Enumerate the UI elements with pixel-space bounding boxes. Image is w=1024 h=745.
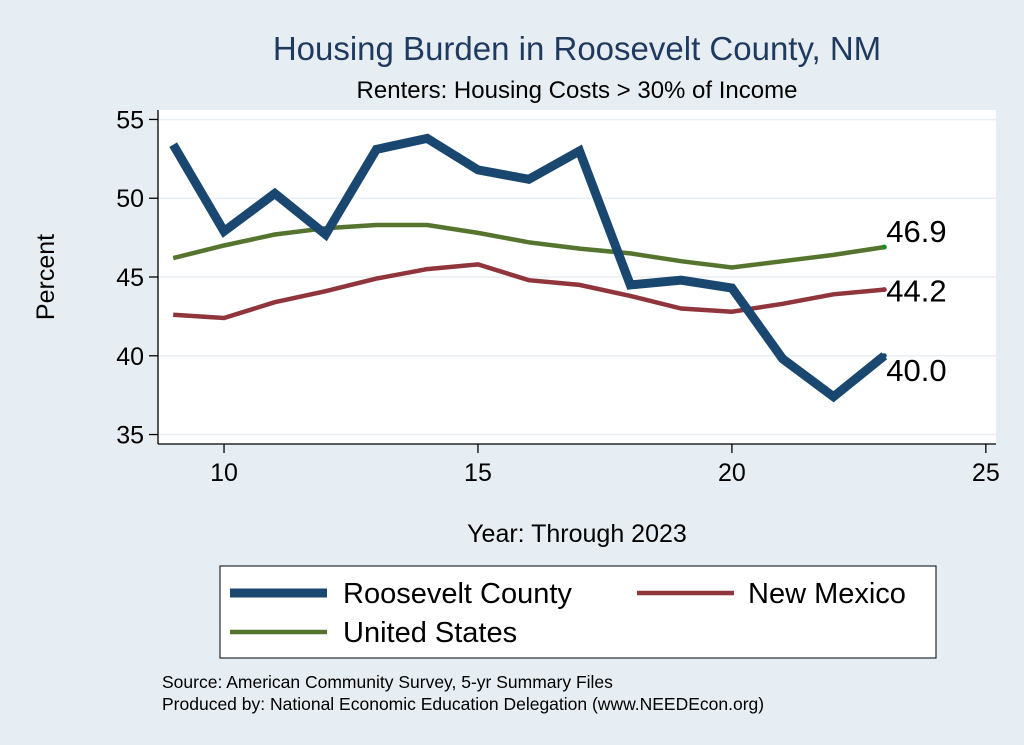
legend-label: Roosevelt County xyxy=(343,578,572,610)
chart-title: Housing Burden in Roosevelt County, NM xyxy=(273,30,881,67)
end-labels: 40.0 44.2 46.9 xyxy=(881,214,947,388)
end-marker xyxy=(881,353,887,359)
y-tick-label: 50 xyxy=(116,185,144,213)
series-line-new-mexico xyxy=(173,262,885,321)
chart-subtitle: Renters: Housing Costs > 30% of Income xyxy=(357,77,798,104)
x-tick-label: 25 xyxy=(972,459,1000,487)
series-line-united-states xyxy=(172,222,885,270)
y-tick-label: 35 xyxy=(116,422,144,450)
legend-label: United States xyxy=(343,617,517,649)
y-tick-label: 55 xyxy=(116,106,144,134)
y-tick-label: 40 xyxy=(116,343,144,371)
end-marker xyxy=(881,287,887,293)
y-tick-label: 45 xyxy=(116,264,144,292)
end-value-label: 44.2 xyxy=(886,274,946,309)
legend-label: New Mexico xyxy=(748,578,906,610)
y-axis-title: Percent xyxy=(32,234,60,320)
end-value-label: 46.9 xyxy=(886,214,946,249)
x-axis-title: Year: Through 2023 xyxy=(467,520,687,548)
x-tick-label: 15 xyxy=(464,459,492,487)
end-value-label: 40.0 xyxy=(886,353,946,388)
end-marker xyxy=(881,244,887,250)
series-lines xyxy=(169,133,888,403)
source-note: Source: American Community Survey, 5-yr … xyxy=(162,672,613,692)
series-line-roosevelt-county xyxy=(169,133,888,403)
axes: 35 40 45 50 55 10 15 20 25 xyxy=(116,106,1000,487)
producer-note: Produced by: National Economic Education… xyxy=(162,694,764,714)
legend: Roosevelt County New Mexico United States xyxy=(219,565,937,659)
x-tick-label: 10 xyxy=(210,459,238,487)
gridlines xyxy=(158,118,996,436)
x-tick-label: 20 xyxy=(718,459,746,487)
legend-box xyxy=(219,565,937,659)
